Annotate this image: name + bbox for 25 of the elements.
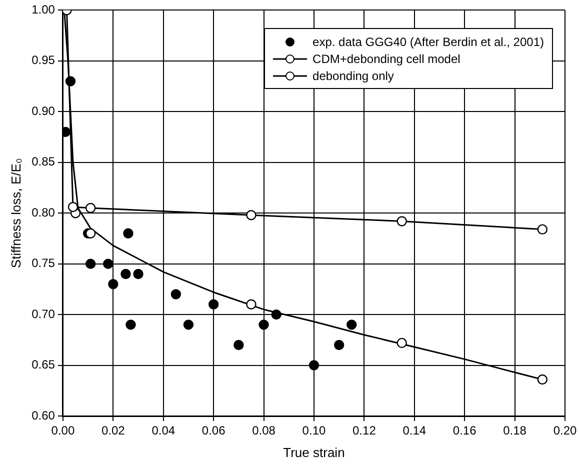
- x-tick-label: 0.20: [553, 424, 577, 438]
- y-tick-label: 0.80: [32, 205, 56, 220]
- x-tick-label: 0.00: [51, 424, 75, 438]
- x-tick-label: 0.18: [503, 424, 527, 438]
- legend-label: CDM+debonding cell model: [312, 52, 460, 66]
- x-tick-label: 0.04: [152, 424, 176, 438]
- legend-label: debonding only: [312, 68, 394, 83]
- x-tick-label: 0.06: [202, 424, 226, 438]
- legend-label: exp. data GGG40 (After Berdin et al., 2001): [312, 34, 544, 49]
- y-tick-label: 0.70: [32, 306, 56, 321]
- x-tick-label: 0.16: [452, 424, 477, 438]
- y-tick-label: 0.90: [32, 104, 56, 118]
- x-tick-label: 0.08: [252, 424, 276, 438]
- y-axis-title: Stiffness loss, E/E₀: [8, 158, 24, 268]
- y-tick-label: 1.00: [32, 2, 56, 17]
- y-tick-label: 0.75: [32, 256, 56, 270]
- y-tick-label: 0.60: [32, 408, 56, 422]
- x-tick-label: 0.14: [402, 424, 426, 438]
- y-tick-label: 0.65: [32, 358, 56, 372]
- y-tick-label: 0.95: [32, 53, 56, 68]
- x-axis-title: True strain: [283, 444, 345, 460]
- x-tick-label: 0.02: [101, 424, 126, 438]
- y-tick-label: 0.85: [32, 154, 56, 169]
- x-tick-label: 0.12: [352, 424, 376, 438]
- x-tick-label: 0.10: [302, 424, 326, 438]
